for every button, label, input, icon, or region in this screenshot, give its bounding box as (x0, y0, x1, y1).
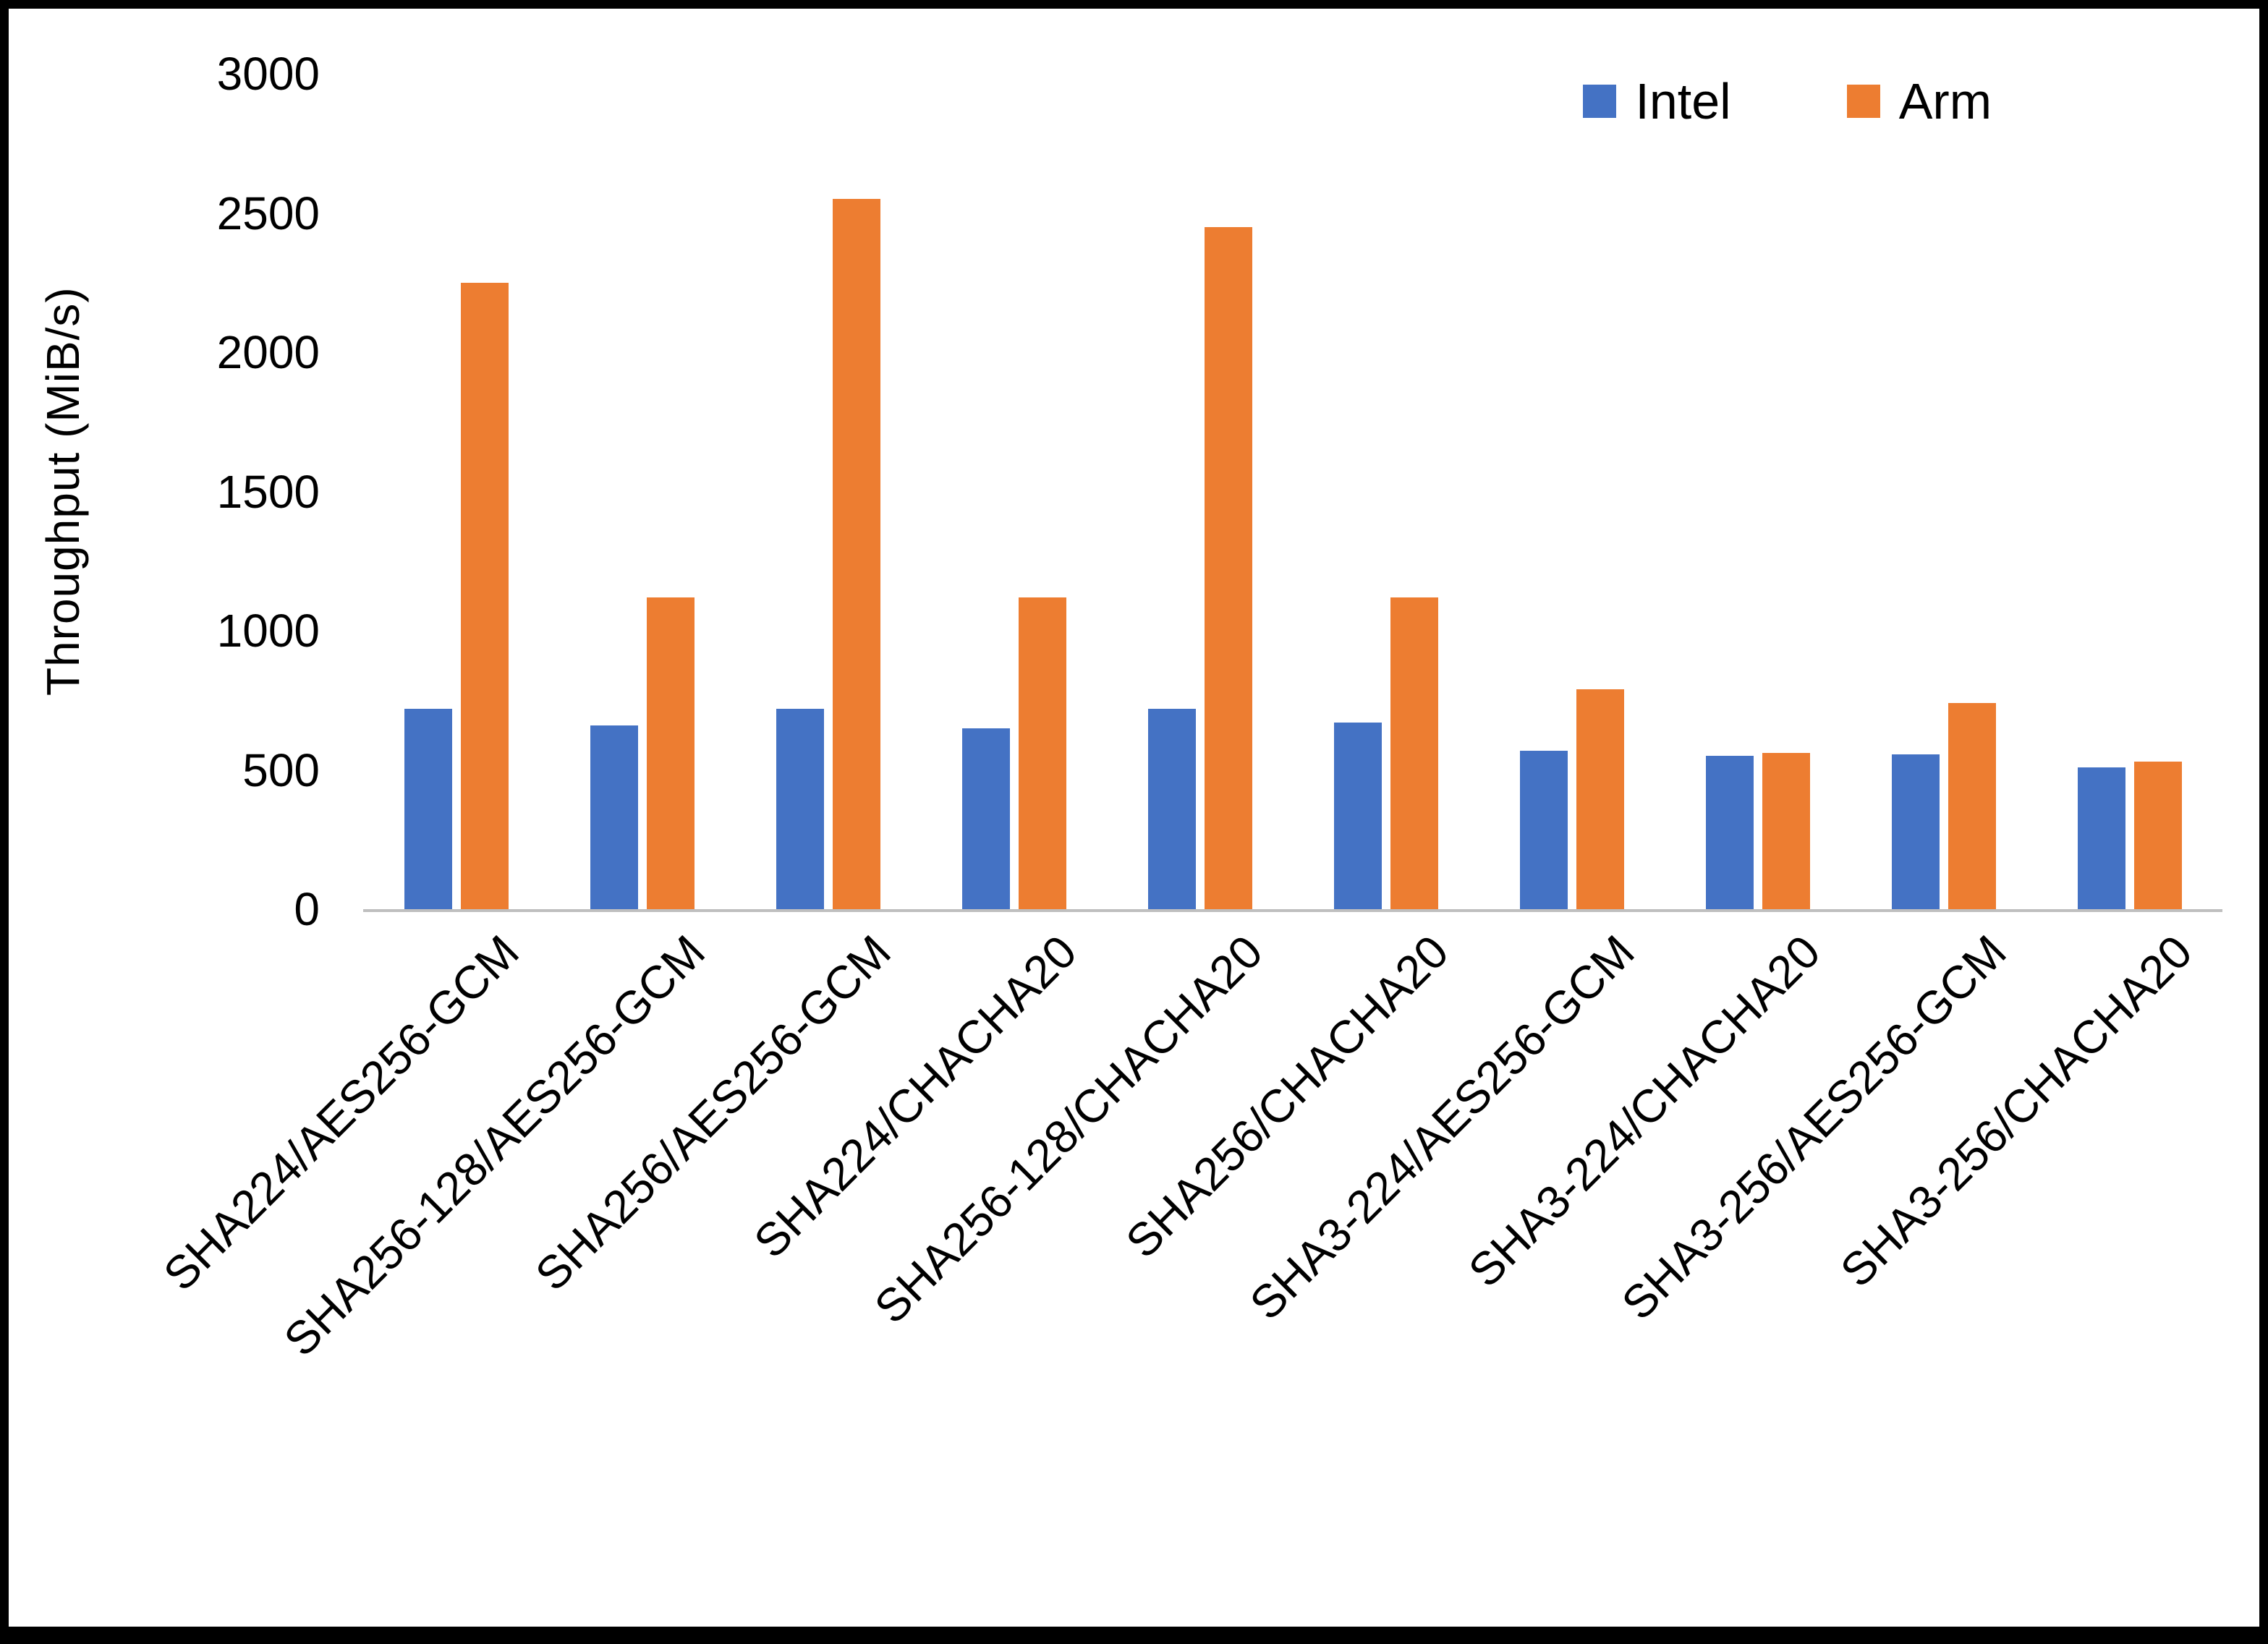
x-axis-label: SHA256-128/CHACHA20 (864, 925, 1273, 1334)
legend-swatch-arm (1846, 85, 1880, 118)
x-axis-label: SHA224/AES256-GCM (153, 925, 529, 1301)
bar-arm (1762, 753, 1810, 909)
bar-group (2036, 74, 2222, 909)
x-axis-label: SHA3-224/CHACHA20 (1458, 925, 1830, 1298)
bar-arm (1204, 226, 1252, 909)
y-axis-ticks: 0 500 1000 1500 2000 2500 3000 (110, 51, 320, 932)
y-tick-label: 0 (294, 883, 320, 935)
bar-intel (961, 728, 1010, 909)
legend-item-intel: Intel (1583, 72, 1731, 130)
x-axis-label: SHA3-256/CHACHA20 (1830, 925, 2202, 1298)
x-axis-label: SHA224/CHACHA20 (744, 925, 1087, 1268)
bar-intel (1519, 750, 1568, 909)
x-axis-label: SHA3-224/AES256-GCM (1239, 925, 1644, 1330)
x-axis-label: SHA3-256/AES256-GCM (1611, 925, 2016, 1330)
bar-group (549, 74, 735, 909)
bar-intel (2077, 767, 2125, 909)
bar-group (1479, 74, 1665, 909)
x-axis-label: SHA256/AES256-GCM (524, 925, 901, 1301)
legend-label-arm: Arm (1898, 73, 1992, 129)
legend: Intel Arm (1583, 72, 1992, 130)
bar-intel (590, 725, 638, 909)
bar-intel (1891, 754, 1940, 909)
plot-area (363, 74, 2222, 912)
y-tick-label: 3000 (216, 48, 320, 100)
bar-arm (1576, 689, 1624, 909)
bar-group (363, 74, 549, 909)
bar-intel (776, 708, 824, 909)
legend-swatch-intel (1583, 85, 1617, 118)
y-axis-title: Throughput (MiB/s) (37, 286, 89, 697)
bar-group (921, 74, 1107, 909)
bar-intel (404, 708, 452, 909)
bar-group (1851, 74, 2036, 909)
y-tick-label: 1000 (216, 605, 320, 657)
legend-item-arm: Arm (1846, 72, 1992, 130)
y-tick-label: 500 (242, 744, 320, 796)
bar-group (735, 74, 921, 909)
bar-group (1665, 74, 1851, 909)
y-tick-label: 2000 (216, 326, 320, 378)
bar-arm (1018, 597, 1066, 909)
y-tick-label: 2500 (216, 187, 320, 239)
bar-intel (1333, 723, 1382, 909)
bar-arm (1948, 703, 1996, 909)
x-axis-label: SHA256/CHACHA20 (1116, 925, 1458, 1268)
bar-arm (832, 199, 880, 909)
bar-group (1107, 74, 1293, 909)
bar-intel (1705, 756, 1754, 909)
bar-arm (1390, 597, 1438, 909)
bar-arm (460, 282, 509, 909)
x-axis-labels: SHA224/AES256-GCM SHA256-128/AES256-GCM SH… (153, 925, 2222, 1613)
bar-arm (646, 597, 695, 909)
legend-label-intel: Intel (1635, 73, 1731, 129)
y-tick-label: 1500 (216, 465, 320, 518)
bar-arm (2133, 761, 2182, 909)
bar-group (1293, 74, 1479, 909)
bar-intel (1147, 708, 1196, 909)
